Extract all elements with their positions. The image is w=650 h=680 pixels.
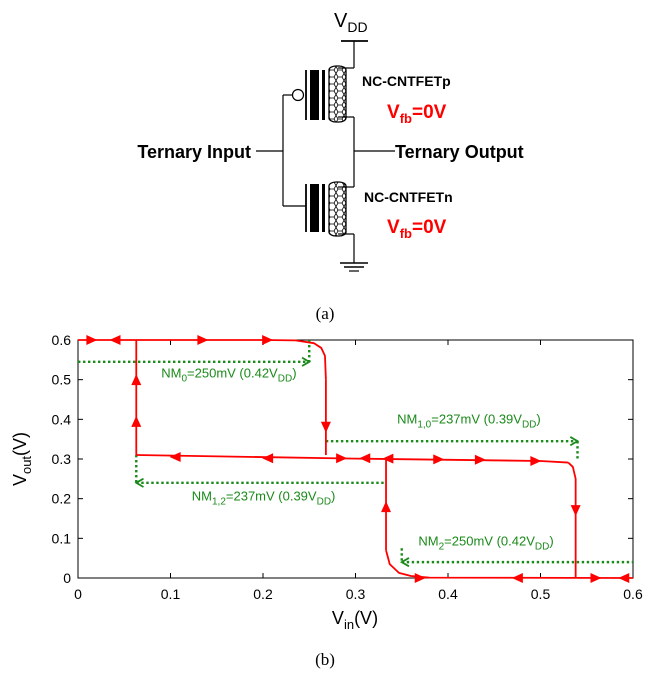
vtc-segment	[385, 550, 634, 579]
noise-margin-arrowhead	[569, 436, 580, 447]
vfb-p-label: Vfb=0V	[387, 102, 447, 126]
direction-arrow-icon	[131, 415, 142, 427]
p-gate-bubble-icon	[291, 88, 305, 102]
noise-margin-arrowhead	[399, 557, 410, 568]
x-tick-label: 0.4	[438, 586, 458, 602]
y-tick-label: 0.5	[52, 372, 72, 388]
y-tick-label: 0.2	[52, 491, 72, 507]
direction-arrow-icon	[262, 453, 274, 464]
vtc-segment	[567, 461, 577, 578]
noise-margin-arrowhead	[134, 477, 144, 488]
vtc-plot: 0 0.1 0.2 0.3 0.4 0.5 0.6 0 0.1 0.2 0.3 0.4 0.5 0.6 N…	[10, 332, 643, 669]
vfb-n-label: Vfb=0V	[387, 217, 447, 241]
direction-arrow-icon	[359, 453, 371, 464]
direction-arrows	[86, 335, 630, 583]
x-axis-label: Vin(V)	[332, 608, 378, 632]
ternary-output-label: Ternary Output	[395, 142, 524, 162]
x-tick-label: 0.1	[161, 586, 181, 602]
direction-arrow-icon	[382, 453, 394, 464]
y-tick-label: 0.3	[52, 451, 72, 467]
inverter-circuit-diagram: VDD	[137, 10, 523, 323]
direction-arrow-icon	[474, 454, 486, 465]
direction-arrow-icon	[131, 374, 142, 386]
ptype-label: NC-CNTFETp	[362, 73, 451, 89]
p-transistor	[291, 65, 347, 123]
y-tick-label: 0	[63, 570, 71, 586]
y-tick-label: 0.1	[52, 530, 72, 546]
direction-arrow-icon	[336, 453, 348, 464]
direction-arrow-icon	[86, 335, 98, 345]
direction-arrow-icon	[618, 573, 630, 583]
y-tick-label: 0.4	[52, 411, 72, 427]
caption-b: (b)	[315, 650, 335, 669]
y-axis-label: Vout(V)	[10, 432, 34, 486]
noise-margin-arrowhead	[301, 356, 312, 367]
direction-arrow-icon	[414, 573, 426, 583]
x-tick-label: 0.6	[623, 586, 643, 602]
direction-arrow-icon	[109, 335, 121, 345]
direction-arrow-icon	[433, 454, 445, 465]
direction-arrow-icon	[197, 335, 209, 345]
direction-arrow-icon	[570, 505, 581, 517]
direction-arrow-icon	[381, 501, 392, 513]
x-tick-label: 0.5	[531, 586, 551, 602]
x-tick-label: 0.3	[346, 586, 366, 602]
noise-margin-label: NM0=250mV (0.42VDD)	[161, 366, 296, 385]
ntype-label: NC-CNTFETn	[364, 189, 453, 205]
noise-margin-label: NM1,2=237mV (0.39VDD)	[192, 489, 336, 508]
y-tick-label: 0.6	[52, 332, 72, 348]
axis-ticks: 0 0.1 0.2 0.3 0.4 0.5 0.6 0 0.1 0.2 0.3 0.4 0.5 0.6	[52, 332, 643, 602]
x-tick-label: 0	[74, 586, 82, 602]
caption-a: (a)	[316, 304, 335, 323]
n-ferroelectric-layer	[310, 184, 319, 232]
direction-arrow-icon	[169, 452, 181, 463]
direction-arrow-icon	[590, 573, 602, 583]
n-nanotube-channel-icon	[328, 181, 347, 237]
direction-arrow-icon	[530, 455, 542, 466]
x-tick-label: 0.2	[253, 586, 273, 602]
direction-arrow-icon	[511, 573, 523, 583]
ternary-input-label: Ternary Input	[137, 142, 251, 162]
noise-margin-label: NM1,0=237mV (0.39VDD)	[397, 411, 541, 430]
ground-icon	[340, 262, 368, 272]
vtc-segment	[136, 454, 569, 464]
n-transistor	[305, 181, 347, 237]
vdd-label: VDD	[334, 10, 368, 35]
noise-margins	[78, 340, 633, 568]
p-ferroelectric-layer	[310, 70, 319, 120]
direction-arrow-icon	[262, 335, 274, 345]
noise-margin-labels: NM0=250mV (0.42VDD) NM1,0=237mV (0.39VDD)…	[161, 366, 553, 553]
direction-arrow-icon	[320, 421, 331, 433]
p-nanotube-channel-icon	[328, 65, 347, 123]
noise-margin-label: NM2=250mV (0.42VDD)	[418, 533, 553, 552]
